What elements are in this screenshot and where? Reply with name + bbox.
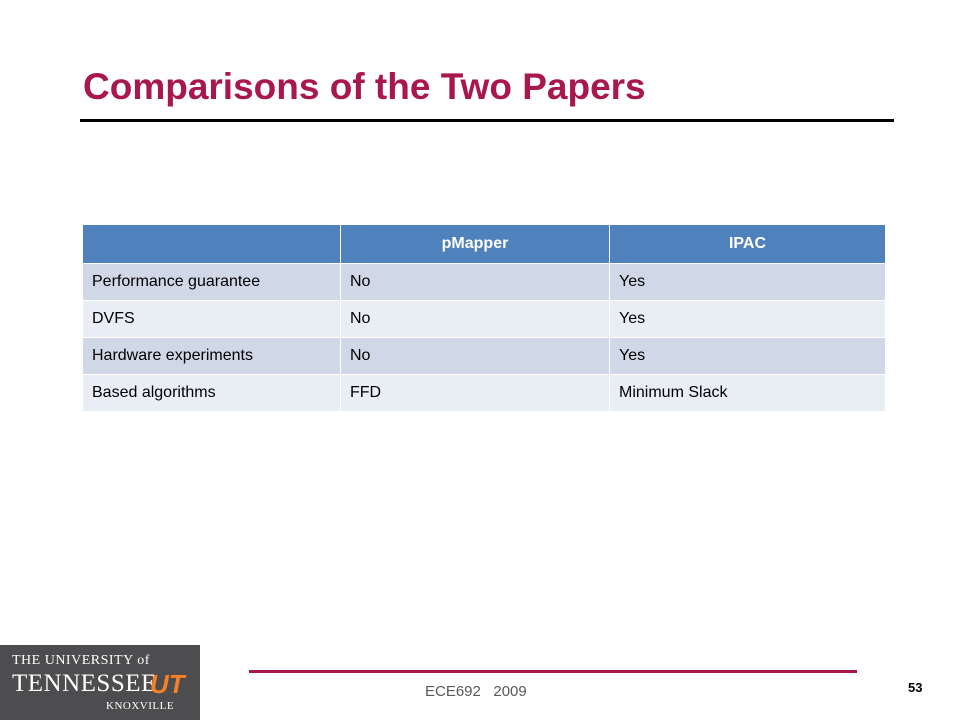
table-cell: No: [340, 263, 610, 301]
table-row: DVFS No Yes: [82, 300, 886, 338]
table-row: Hardware experiments No Yes: [82, 337, 886, 375]
page-number: 53: [908, 680, 923, 695]
slide-title: Comparisons of the Two Papers: [83, 66, 646, 107]
table-cell: Yes: [609, 337, 886, 375]
table-cell: Based algorithms: [82, 374, 341, 412]
table-cell: FFD: [340, 374, 610, 412]
table-row: Performance guarantee No Yes: [82, 263, 886, 301]
logo-text: TENNESSEE: [12, 670, 157, 697]
header-cell: IPAC: [609, 224, 886, 264]
title-rule: [80, 119, 894, 122]
header-cell: [82, 224, 341, 264]
table-body: Performance guarantee No Yes DVFS No Yes Hardw…: [82, 263, 886, 412]
logo-text: THE UNIVERSITY of: [12, 653, 150, 668]
footer-text: ECE692 2009: [425, 683, 527, 700]
table-cell: Yes: [609, 300, 886, 338]
table-cell: Minimum Slack: [609, 374, 886, 412]
footer-rule: [249, 670, 857, 673]
logo-text: KNOXVILLE: [106, 700, 175, 712]
table-cell: No: [340, 337, 610, 375]
header-cell: pMapper: [340, 224, 610, 264]
table-row: Based algorithms FFD Minimum Slack: [82, 374, 886, 412]
table-cell: DVFS: [82, 300, 341, 338]
comparison-table: pMapper IPAC Performance guarantee No Yes DV…: [82, 224, 886, 412]
table-cell: Yes: [609, 263, 886, 301]
table-cell: No: [340, 300, 610, 338]
logo-mark: UT: [150, 669, 185, 699]
table-cell: Hardware experiments: [82, 337, 341, 375]
university-logo: THE UNIVERSITY of TENNESSEE UT KNOXVILLE: [0, 645, 200, 720]
header-row: pMapper IPAC: [82, 224, 886, 264]
table-cell: Performance guarantee: [82, 263, 341, 301]
